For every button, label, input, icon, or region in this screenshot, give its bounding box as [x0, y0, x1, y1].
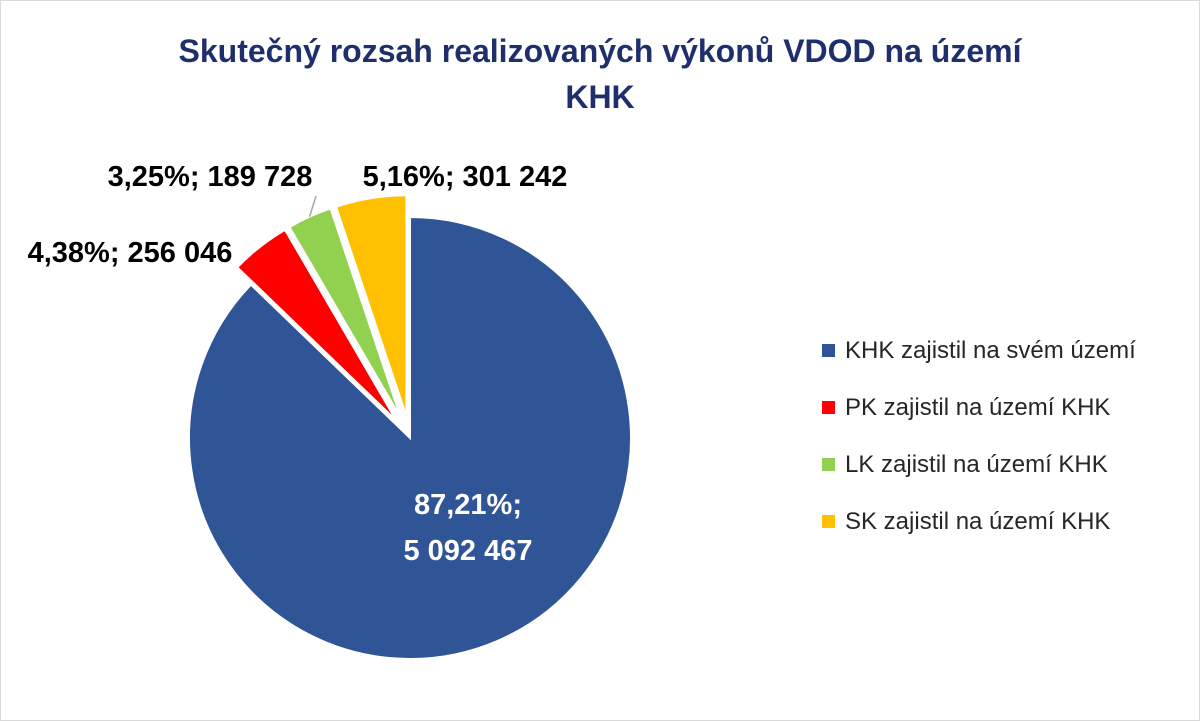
data-label-lk: 3,25%; 189 728 — [108, 161, 313, 193]
legend-swatch-khk — [822, 344, 835, 357]
data-label-pk: 4,38%; 256 046 — [28, 237, 233, 269]
data-label-khk-percent: 87,21%; — [414, 489, 522, 521]
chart-title-line-2: KHK — [565, 79, 635, 115]
legend-item-pk: PK zajistil na území KHK — [822, 379, 1136, 436]
legend-swatch-pk — [822, 401, 835, 414]
pie-slice-khk — [188, 215, 632, 660]
legend-label-sk: SK zajistil na území KHK — [845, 507, 1111, 535]
pie-slice-pk — [235, 228, 398, 422]
data-labels: 87,21%; 5 092 467 4,38%; 256 046 3,25%; 189… — [28, 161, 568, 567]
legend-label-pk: PK zajistil na území KHK — [845, 393, 1111, 421]
legend-label-lk: LK zajistil na území KHK — [845, 450, 1108, 478]
legend: KHK zajistil na svém území PK zajistil n… — [822, 322, 1136, 550]
legend-item-lk: LK zajistil na území KHK — [822, 436, 1136, 493]
legend-label-khk: KHK zajistil na svém území — [845, 336, 1136, 364]
legend-item-khk: KHK zajistil na svém území — [822, 322, 1136, 379]
legend-item-sk: SK zajistil na území KHK — [822, 493, 1136, 550]
pie-slices — [188, 194, 632, 660]
data-label-khk-value: 5 092 467 — [403, 535, 532, 567]
chart-title: Skutečný rozsah realizovaných výkonů VDO… — [0, 28, 1200, 120]
pie-slice-sk — [334, 194, 408, 417]
leader-lines — [308, 195, 317, 217]
chart-title-line-1: Skutečný rozsah realizovaných výkonů VDO… — [178, 33, 1022, 69]
leader-line-lk — [308, 195, 317, 217]
data-label-sk: 5,16%; 301 242 — [363, 161, 568, 193]
legend-swatch-sk — [822, 515, 835, 528]
legend-swatch-lk — [822, 458, 835, 471]
